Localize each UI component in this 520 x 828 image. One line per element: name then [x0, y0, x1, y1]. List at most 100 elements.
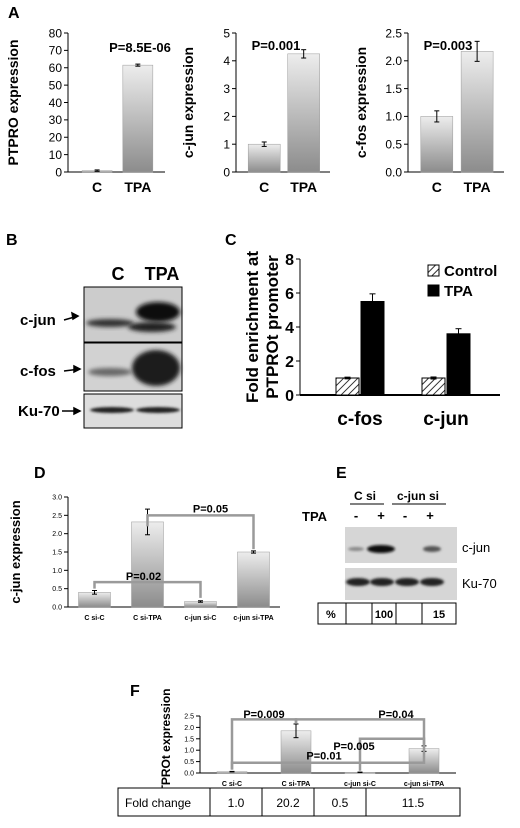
x-tick-label: C si-TPA	[282, 781, 311, 788]
bar	[131, 521, 164, 608]
x-tick-label: TPA	[290, 179, 317, 195]
western-blot-e: C si c-jun si TPA - + - + c-jun Ku-70 % …	[302, 489, 497, 625]
y-tick-label: 5	[223, 26, 230, 40]
y-axis-label: c-jun expression	[8, 500, 23, 603]
y-tick-label: 2.0	[184, 725, 194, 732]
y-tick-label: 30	[49, 113, 63, 127]
blot-b-c-jun-band-tpa-lower	[128, 322, 176, 332]
panel-label-f: F	[130, 683, 140, 700]
blot-e-percent-cell: 100	[375, 609, 393, 621]
y-axis-label: c-fos expression	[353, 47, 369, 158]
blot-e-row-c-jun: c-jun	[462, 540, 490, 555]
y-tick-label: 40	[49, 96, 63, 110]
y-tick-label: 50	[49, 78, 63, 92]
blot-e-ku70-band-4	[420, 578, 444, 586]
significance-bracket	[294, 718, 426, 745]
blot-e-tpa-mark-4: +	[426, 508, 434, 523]
blot-b-c-jun-band-c	[86, 319, 134, 327]
y-tick-label: 0.5	[184, 759, 194, 766]
bar	[420, 116, 454, 173]
blot-b-row-c-fos: c-fos	[20, 363, 56, 380]
bar	[421, 377, 446, 396]
chart-ptpro-expression: 0 10 20 30 40 50 60 70 80 PTPRO expression C TPA P=8…	[5, 26, 171, 195]
bar	[335, 377, 360, 396]
x-tick-label: C si-C	[84, 615, 104, 622]
chart-c-fos-expression: 0.0 0.5 1.0 1.5 2.0 2.5 c-fos expression C TPA P=…	[353, 26, 504, 195]
blot-e-row-ku70: Ku-70	[462, 576, 497, 591]
blot-b-row-ku70: Ku-70	[18, 403, 60, 420]
y-axis-label: Fold enrichment at	[243, 251, 262, 403]
p-value-annotation: P=0.05	[193, 503, 228, 515]
y-tick-label: 0.5	[52, 586, 62, 593]
bar	[247, 143, 281, 173]
fold-change-value: 11.5	[402, 796, 425, 810]
panel-label-d: D	[34, 465, 46, 482]
bar	[287, 53, 320, 173]
blot-e-percent-table: % 100 15	[317, 602, 457, 625]
y-tick-label: 60	[49, 61, 63, 75]
y-axis-label: c-jun expression	[180, 47, 196, 158]
panel-label-c: C	[225, 232, 237, 249]
y-tick-label: 2.5	[52, 513, 62, 520]
y-tick-label: 1.5	[184, 736, 194, 743]
x-tick-label: c-jun si-TPA	[233, 615, 273, 622]
chart-fold-enrichment: 0 2 4 6 8 Fold enrichment at PTPROt promoter c-…	[243, 251, 500, 430]
blot-e-ku70-band-3	[395, 578, 419, 586]
y-tick-label: 80	[49, 26, 63, 40]
p-value-annotation: P=0.005	[333, 741, 374, 753]
blot-e-ku70-band-1	[346, 578, 370, 586]
y-tick-label: 1.5	[385, 82, 402, 96]
arrow-icon	[62, 311, 82, 416]
blot-b-lane-c: C	[112, 264, 125, 284]
blot-e-c-jun-band-4	[423, 546, 441, 552]
blot-e-c-jun-band-1	[348, 547, 364, 551]
legend-label: TPA	[444, 283, 473, 300]
y-tick-label: 2	[223, 110, 230, 124]
y-tick-label: 2.5	[385, 26, 402, 40]
x-tick-label: c-fos	[337, 409, 382, 430]
significance-bracket	[93, 580, 202, 598]
y-tick-label: 0.5	[385, 138, 402, 152]
chart-c-jun-sirna: 0.0 0.5 1.0 1.5 2.0 2.5 3.0 c-jun expression C s…	[8, 495, 280, 622]
y-tick-label: 0	[285, 388, 294, 405]
y-tick-label: 1.0	[184, 748, 194, 755]
x-tick-label: c-jun si-TPA	[404, 781, 444, 788]
legend-label: Control	[444, 263, 497, 280]
bar	[460, 51, 494, 173]
x-tick-label: C	[92, 179, 102, 195]
y-tick-label: 6	[285, 286, 294, 303]
y-tick-label: 70	[49, 44, 63, 58]
fold-change-value: 1.0	[228, 796, 245, 810]
blot-e-c-jun-strip	[345, 527, 457, 563]
blot-e-percent-header: %	[326, 609, 336, 621]
blot-e-tpa-mark-2: +	[377, 508, 385, 523]
y-axis-label: PTPRO expression	[5, 39, 21, 165]
p-value-annotation: P=0.01	[306, 750, 341, 762]
blot-e-group-c-jun-si: c-jun si	[397, 489, 439, 503]
y-tick-label: 10	[49, 148, 63, 162]
blot-b-c-jun-band-tpa	[136, 302, 180, 322]
blot-b-c-fos-band-tpa	[132, 350, 180, 386]
x-tick-label: TPA	[464, 179, 491, 195]
y-axis-label: PTPROt expression	[159, 688, 173, 800]
western-blot-b: C TPA c-jun c-fos Ku-70	[18, 264, 183, 429]
fold-change-table: Fold change 1.0 20.2 0.5 11.5	[117, 787, 461, 817]
significance-bracket	[146, 514, 255, 550]
p-value-annotation: P=0.04	[378, 709, 414, 721]
p-value-annotation: P=0.009	[243, 709, 284, 721]
y-axis-label: PTPROt promoter	[263, 255, 282, 399]
x-tick-label: C si-C	[222, 781, 242, 788]
x-tick-label: TPA	[124, 179, 151, 195]
y-tick-label: 4	[285, 320, 294, 337]
blot-b-c-fos-band-c	[88, 368, 132, 376]
blot-e-tpa-label: TPA	[302, 509, 328, 524]
y-tick-label: 20	[49, 131, 63, 145]
bar	[122, 64, 154, 173]
y-tick-label: 0.0	[385, 165, 402, 179]
p-value-annotation: P=0.003	[424, 38, 473, 53]
y-tick-label: 8	[285, 252, 294, 269]
blot-e-ku70-band-2	[370, 578, 394, 586]
y-tick-label: 2.0	[385, 54, 402, 68]
x-tick-label: c-jun	[423, 409, 468, 430]
p-value-annotation: P=0.02	[126, 571, 161, 583]
